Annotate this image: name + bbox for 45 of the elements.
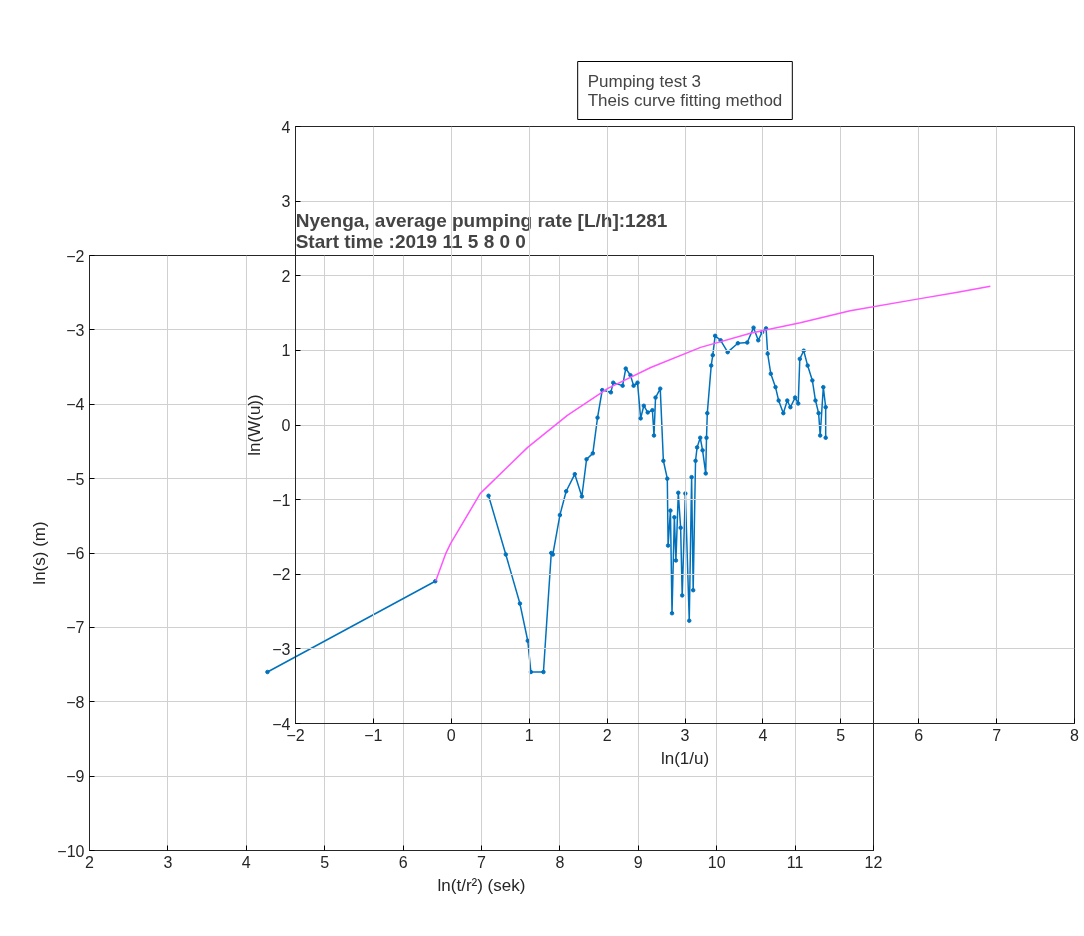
y-tick-label: −4: [66, 396, 85, 414]
x-tick-label: 8: [1070, 726, 1080, 744]
y-tick-label: 2: [281, 267, 291, 285]
y-tick-label: 0: [281, 417, 291, 434]
y-tick-label: −9: [66, 768, 85, 786]
x-axis-title: ln(1/u): [660, 748, 710, 768]
y-tick-label: −2: [272, 566, 291, 584]
x-tick-label: 6: [398, 853, 408, 871]
x-tick-label: 5: [836, 726, 846, 744]
y-tick-label: −5: [66, 470, 85, 488]
x-tick-label: 10: [707, 853, 726, 871]
y-tick-label: −8: [66, 693, 85, 711]
x-tick-label: 3: [163, 853, 173, 871]
x-tick-label: −1: [364, 726, 383, 744]
y-tick-label: −6: [66, 545, 85, 562]
x-tick-label: 2: [602, 726, 612, 744]
y-tick-label: −1: [272, 491, 291, 509]
x-tick-label: 7: [477, 853, 487, 871]
x-tick-label: 9: [633, 853, 643, 871]
y-tick-label: −10: [57, 842, 85, 860]
line-series: [434, 285, 992, 582]
y-tick-label: −2: [66, 247, 85, 265]
x-tick-label: 5: [320, 853, 330, 871]
x-tick-label: 7: [992, 726, 1002, 744]
x-tick-label: 3: [680, 726, 690, 744]
x-tick-label: 11: [786, 853, 804, 871]
x-tick-label: 12: [864, 853, 883, 871]
y-tick-label: −3: [66, 321, 85, 339]
x-tick-label: 0: [446, 726, 456, 744]
chart-title: Nyenga, average pumping rate [L/h]:1281 Start time :2019 11 5 8 0 0: [295, 209, 668, 252]
y-tick-label: −3: [272, 640, 291, 658]
y-axis-title: ln(W(u)): [245, 394, 265, 456]
y-tick-label: 4: [281, 118, 291, 136]
y-tick-label: −4: [272, 715, 291, 733]
y-tick-label: 1: [281, 342, 291, 360]
chart-title: Pumping test 3 Theis curve fitting method: [587, 71, 783, 110]
y-tick-label: −7: [66, 619, 85, 637]
x-tick-label: 8: [555, 853, 565, 871]
x-axis-title: ln(t/r²) (sek): [437, 875, 526, 895]
x-tick-label: 1: [524, 726, 534, 744]
x-tick-label: 6: [914, 726, 924, 744]
x-tick-label: 4: [758, 726, 768, 744]
y-axis-title: ln(s) (m): [30, 521, 50, 585]
y-tick-label: 3: [281, 193, 291, 211]
x-tick-label: 4: [241, 853, 251, 871]
